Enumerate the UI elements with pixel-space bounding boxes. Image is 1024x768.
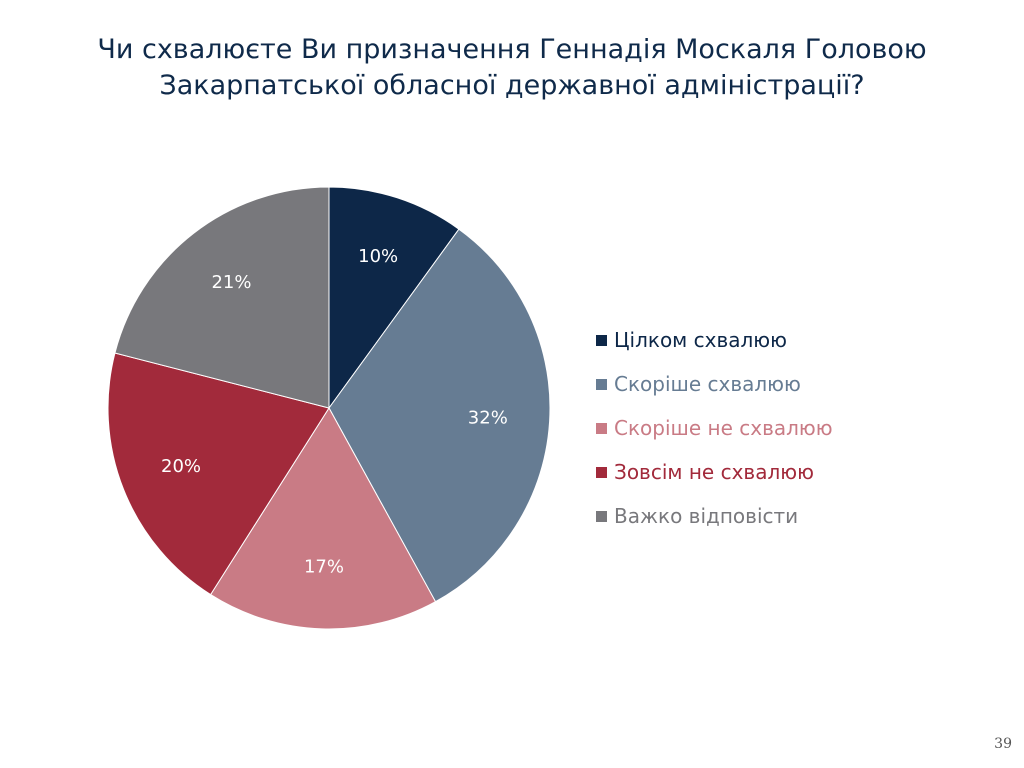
pie-slice: [114, 186, 330, 409]
legend-item: Зовсім не схвалюю: [596, 450, 833, 494]
legend-item: Цілком схвалюю: [596, 318, 833, 362]
pie-data-label: 20%: [161, 456, 201, 477]
legend-swatch: [596, 334, 607, 346]
pie-data-label: 17%: [304, 557, 344, 578]
pie-slice: [328, 228, 551, 603]
legend-swatch: [596, 378, 607, 390]
page-number: 39: [994, 736, 1012, 752]
slide-title: Чи схвалюєте Ви призначення Геннадія Мос…: [40, 32, 984, 104]
legend-label: Зовсім не схвалюю: [614, 460, 814, 484]
pie-data-label: 32%: [468, 407, 508, 428]
legend-swatch: [596, 510, 607, 522]
legend-swatch: [596, 422, 607, 434]
legend-item: Важко відповісти: [596, 494, 833, 538]
legend-item: Скоріше схвалюю: [596, 362, 833, 406]
pie-slice: [107, 352, 330, 596]
legend-swatch: [596, 466, 607, 478]
pie-data-label: 21%: [211, 272, 251, 293]
legend-label: Цілком схвалюю: [614, 328, 787, 352]
chart-legend: Цілком схвалюю Скоріше схвалюю Скоріше не …: [596, 318, 833, 538]
slide-title-line-1: Чи схвалюєте Ви призначення Геннадія Мос…: [97, 34, 927, 65]
pie-slice: [209, 407, 437, 630]
legend-item: Скоріше не схвалюю: [596, 406, 833, 450]
legend-label: Важко відповісти: [614, 504, 799, 528]
pie-slice: [328, 186, 460, 410]
slide-title-line-2: Закарпатської обласної державної адмініс…: [159, 70, 865, 101]
legend-label: Скоріше не схвалюю: [614, 416, 833, 440]
legend-label: Скоріше схвалюю: [614, 372, 801, 396]
pie-data-label: 10%: [358, 246, 398, 267]
